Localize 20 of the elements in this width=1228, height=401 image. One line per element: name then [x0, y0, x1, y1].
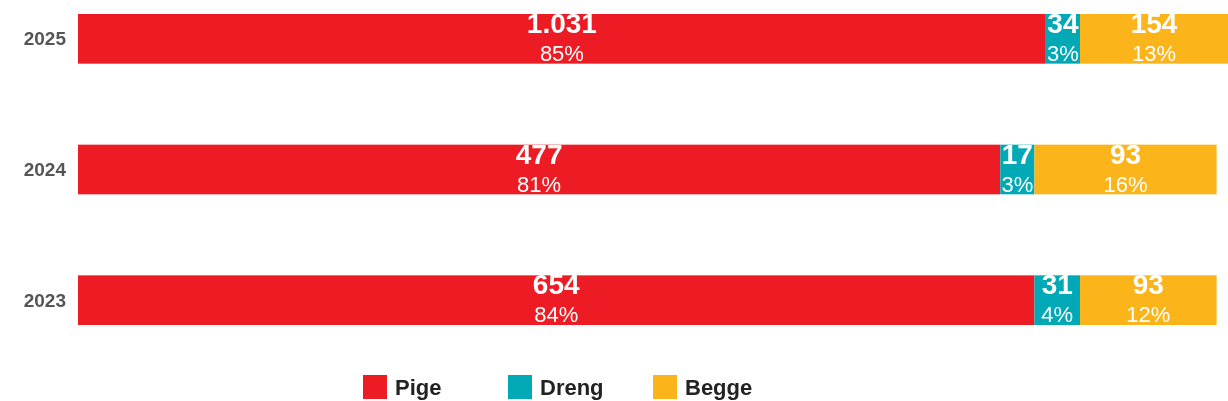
bar: [1034, 144, 1217, 195]
data-label: 93 16%: [1103, 138, 1148, 197]
data-label: 34 3%: [1047, 7, 1079, 66]
legend-label: Begge: [685, 374, 753, 400]
bar: [78, 275, 1035, 325]
bar: [1079, 275, 1217, 325]
data-label: 93 12%: [1126, 269, 1171, 328]
data-label: 17 3%: [1001, 138, 1034, 197]
data-label: 477 81%: [515, 138, 563, 197]
legend-label: Dreng: [540, 374, 604, 400]
data-label: 654 84%: [532, 269, 580, 328]
bar: [78, 144, 1001, 195]
y-tick-label: 2023: [23, 289, 66, 311]
data-label: 154 13%: [1130, 7, 1178, 66]
data-label: 1.031 85%: [526, 7, 597, 66]
data-label: 31 4%: [1041, 269, 1074, 328]
y-tick-label: 2025: [23, 28, 67, 50]
legend-label: Pige: [395, 374, 442, 400]
y-tick-label: 2024: [23, 159, 67, 181]
bar: [78, 14, 1046, 64]
